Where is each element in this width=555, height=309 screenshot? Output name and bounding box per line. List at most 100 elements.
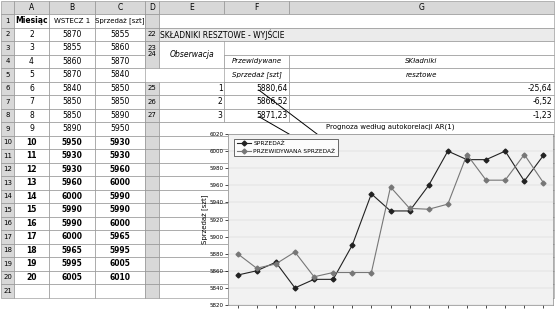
Bar xyxy=(224,68,289,82)
Text: E: E xyxy=(189,3,194,12)
Bar xyxy=(145,14,159,28)
Text: 6: 6 xyxy=(5,85,10,91)
PRZEWIDYWANA SPRZEDAŻ xyxy=(273,262,279,266)
Bar xyxy=(159,14,554,28)
Bar xyxy=(49,270,95,284)
Bar xyxy=(1,95,14,108)
Text: 5870: 5870 xyxy=(110,57,130,66)
Bar xyxy=(14,163,49,176)
SPRZEDAŻ xyxy=(425,184,432,187)
Bar xyxy=(14,176,49,189)
Bar xyxy=(159,28,554,41)
Bar xyxy=(145,163,159,176)
Bar xyxy=(1,203,14,217)
Text: 5880,64: 5880,64 xyxy=(256,84,287,93)
Text: -6,52: -6,52 xyxy=(533,97,552,106)
Bar xyxy=(159,108,224,122)
Text: 7: 7 xyxy=(29,97,34,106)
Bar xyxy=(14,189,49,203)
Bar xyxy=(49,108,95,122)
Text: 5995: 5995 xyxy=(62,259,82,268)
Text: 5890: 5890 xyxy=(110,111,130,120)
Bar xyxy=(1,257,14,270)
Text: 9: 9 xyxy=(5,126,10,132)
Bar xyxy=(49,176,95,189)
Bar xyxy=(49,284,95,298)
Bar xyxy=(289,68,554,82)
Bar xyxy=(49,41,95,54)
Text: 9: 9 xyxy=(29,124,34,133)
Bar xyxy=(289,82,554,95)
Bar xyxy=(289,95,554,108)
Text: 5950: 5950 xyxy=(110,124,130,133)
Bar xyxy=(159,41,224,68)
Bar xyxy=(49,189,95,203)
SPRZEDAŻ xyxy=(483,158,490,162)
Text: 19: 19 xyxy=(3,261,12,267)
Line: PRZEWIDYWANA SPRZEDAŻ: PRZEWIDYWANA SPRZEDAŻ xyxy=(236,153,545,278)
SPRZEDAŻ xyxy=(406,209,413,213)
Bar xyxy=(1,284,14,298)
Bar xyxy=(95,68,145,82)
PRZEWIDYWANA SPRZEDAŻ xyxy=(368,271,375,274)
Text: D: D xyxy=(149,3,155,12)
Text: 5890: 5890 xyxy=(62,124,82,133)
Text: 16: 16 xyxy=(3,220,12,226)
Bar xyxy=(95,163,145,176)
Text: -25,64: -25,64 xyxy=(528,84,552,93)
Bar xyxy=(49,257,95,270)
Text: 5866,52: 5866,52 xyxy=(256,97,287,106)
Bar xyxy=(14,122,49,136)
Text: WSTECZ 1: WSTECZ 1 xyxy=(54,18,90,24)
Text: 5850: 5850 xyxy=(110,97,130,106)
Text: 3: 3 xyxy=(218,111,223,120)
Bar xyxy=(95,203,145,217)
SPRZEDAŻ xyxy=(234,273,241,277)
Bar xyxy=(49,28,95,41)
Bar xyxy=(14,68,49,82)
Bar xyxy=(1,189,14,203)
PRZEWIDYWANA SPRZEDAŻ xyxy=(311,275,317,279)
Text: 5860: 5860 xyxy=(62,57,82,66)
Text: 8: 8 xyxy=(29,111,34,120)
Y-axis label: Sprzedaż [szt]: Sprzedaż [szt] xyxy=(201,195,209,244)
Bar xyxy=(145,189,159,203)
Bar xyxy=(159,163,554,176)
Bar xyxy=(224,82,289,95)
PRZEWIDYWANA SPRZEDAŻ xyxy=(406,206,413,210)
SPRZEDAŻ xyxy=(445,149,451,153)
Bar xyxy=(159,217,554,230)
Bar xyxy=(145,243,159,257)
Text: 20: 20 xyxy=(26,273,37,282)
Text: 13: 13 xyxy=(26,178,37,187)
Text: 5855: 5855 xyxy=(62,43,82,52)
Text: resztowe: resztowe xyxy=(406,72,437,78)
SPRZEDAŻ xyxy=(387,209,394,213)
Bar xyxy=(1,176,14,189)
Text: 1: 1 xyxy=(5,18,10,24)
Bar xyxy=(95,189,145,203)
Bar xyxy=(49,243,95,257)
Text: 5855: 5855 xyxy=(110,30,130,39)
Bar xyxy=(95,270,145,284)
Bar xyxy=(159,230,554,243)
Text: 5990: 5990 xyxy=(62,205,83,214)
Text: 5: 5 xyxy=(29,70,34,79)
Text: 5850: 5850 xyxy=(62,97,82,106)
Bar xyxy=(49,1,95,14)
Bar xyxy=(224,54,289,68)
PRZEWIDYWANA SPRZEDAŻ xyxy=(425,207,432,211)
Bar xyxy=(145,122,159,136)
Bar xyxy=(159,176,554,189)
Text: 5870: 5870 xyxy=(62,30,82,39)
Bar xyxy=(49,230,95,243)
Bar xyxy=(49,136,95,149)
Bar xyxy=(95,41,145,54)
Text: 5870: 5870 xyxy=(62,70,82,79)
Text: Sprzedaż [szt]: Sprzedaż [szt] xyxy=(231,71,281,78)
Bar xyxy=(145,230,159,243)
Bar xyxy=(145,41,159,68)
Text: 1: 1 xyxy=(218,84,223,93)
SPRZEDAŻ xyxy=(349,243,356,247)
Bar xyxy=(1,54,14,68)
